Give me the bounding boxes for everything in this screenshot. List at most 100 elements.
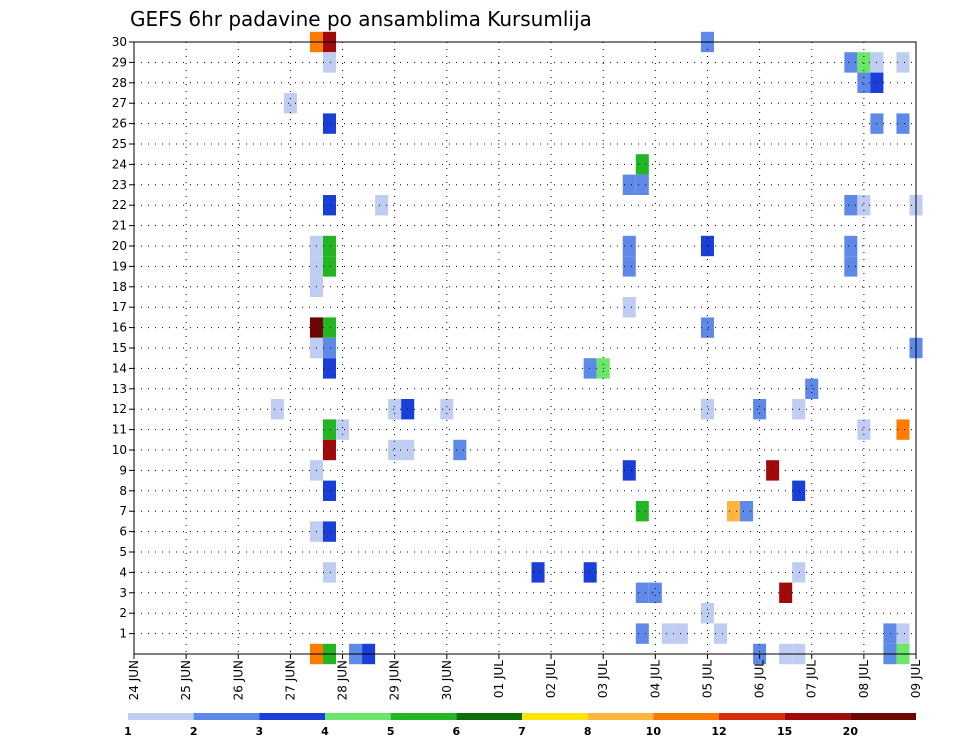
y-tick-label: 3 <box>119 586 127 600</box>
heatmap-cell <box>322 439 337 461</box>
colorbar-swatch <box>193 713 260 720</box>
colorbar-swatch <box>522 713 588 720</box>
y-tick-label: 8 <box>119 484 127 498</box>
y-tick-label: 14 <box>112 361 127 375</box>
y-tick-label: 20 <box>112 239 127 253</box>
y-tick-label: 23 <box>112 178 127 192</box>
heatmap-cell <box>896 623 910 644</box>
y-tick-label: 12 <box>112 402 127 416</box>
y-tick-label: 9 <box>119 463 127 477</box>
y-tick-label: 28 <box>112 76 127 90</box>
heatmap-cell <box>453 439 467 461</box>
x-tick-label: 26 JUN <box>231 660 245 700</box>
colorbar-swatch <box>390 713 457 720</box>
x-tick-label: 03 JUL <box>596 660 610 698</box>
colorbar-label: 15 <box>777 725 792 738</box>
y-tick-label: 19 <box>112 259 127 273</box>
heatmap-cell <box>700 317 714 338</box>
heatmap-cell <box>635 582 649 603</box>
y-tick-label: 1 <box>119 627 127 641</box>
y-tick-label: 11 <box>112 423 127 437</box>
heatmap-cell <box>322 419 337 440</box>
heatmap-cell <box>322 562 337 583</box>
x-tick-label: 02 JUL <box>544 660 558 698</box>
x-tick-label: 05 JUL <box>700 660 714 698</box>
heatmap-cell <box>661 623 675 644</box>
heatmap-cell <box>896 113 910 134</box>
colorbar-label: 12 <box>711 725 726 738</box>
heatmap-cell <box>700 603 714 624</box>
heatmap-cell <box>322 52 337 73</box>
heatmap-cell <box>635 154 649 175</box>
colorbar-swatch <box>587 713 654 720</box>
colorbar-swatch <box>784 713 851 720</box>
x-tick-label: 30 JUN <box>440 660 454 700</box>
heatmap-cell <box>896 419 910 440</box>
heatmap-cell <box>322 337 337 359</box>
y-tick-label: 2 <box>119 606 127 620</box>
x-tick-label: 25 JUN <box>179 660 193 700</box>
y-tick-label: 17 <box>112 300 127 314</box>
heatmap-cell <box>388 439 402 461</box>
y-tick-label: 24 <box>112 157 127 171</box>
colorbar-label: 10 <box>646 725 662 738</box>
heatmap-cell <box>622 460 636 481</box>
heatmap-cell <box>792 480 806 501</box>
y-tick-label: 22 <box>112 198 127 212</box>
heatmap-cell <box>805 378 819 399</box>
y-tick-label: 29 <box>112 55 127 69</box>
y-tick-label: 7 <box>119 504 127 518</box>
chart-title: GEFS 6hr padavine po ansamblima Kursumli… <box>130 7 592 31</box>
colorbar-label: 8 <box>584 725 592 738</box>
heatmap-cell <box>622 174 636 195</box>
colorbar-label: 6 <box>453 725 461 738</box>
heatmap-cell <box>322 195 337 216</box>
heatmap-cell <box>674 623 688 644</box>
heatmap-cell <box>270 399 284 420</box>
x-axis: 24 JUN 25 JUN 26 JUN 27 JUN 28 JUN 29 JUN 30 J… <box>127 654 923 700</box>
y-tick-label: 5 <box>119 545 127 559</box>
heatmap-cell <box>844 195 858 216</box>
heatmap-cell <box>896 52 910 73</box>
y-tick-label: 15 <box>112 341 127 355</box>
heatmap-cell <box>635 623 649 644</box>
colorbar-label: 1 <box>124 725 132 738</box>
colorbar-swatch <box>653 713 719 720</box>
heatmap-cell <box>883 623 897 644</box>
heatmap-cell <box>283 93 297 114</box>
heatmap-cell <box>857 419 871 440</box>
heatmap-cell <box>322 256 337 277</box>
x-tick-label: 01 JUL <box>492 660 506 698</box>
y-tick-label: 6 <box>119 525 127 539</box>
heatmap-cell <box>322 113 337 134</box>
colorbar-label: 4 <box>321 725 329 738</box>
y-tick-label: 27 <box>112 96 127 110</box>
colorbar-label: 2 <box>190 725 198 738</box>
y-tick-label: 18 <box>112 280 127 294</box>
heatmap-cell <box>322 480 337 501</box>
heatmap-cell <box>792 399 806 420</box>
y-tick-label: 4 <box>119 565 127 579</box>
y-axis: 1234567891011121314151617181920212223242… <box>112 35 134 641</box>
y-tick-label: 13 <box>112 382 127 396</box>
y-tick-label: 25 <box>112 137 127 151</box>
colorbar-swatch <box>456 713 522 720</box>
heatmap-cell <box>322 521 337 542</box>
colorbar-label: 3 <box>256 725 264 738</box>
colorbar-legend: 1 2 3 4 5 6 7 8 10 12 15 20 <box>124 713 916 738</box>
heatmap-cell <box>700 399 714 420</box>
heatmap-cell <box>388 399 402 420</box>
heatmap-cell <box>622 297 636 318</box>
x-tick-label: 08 JUL <box>857 660 871 698</box>
x-tick-label: 09 JUL <box>909 660 923 698</box>
x-tick-label: 07 JUL <box>805 660 819 698</box>
colorbar-label: 20 <box>843 725 859 738</box>
colorbar-swatch <box>128 713 194 720</box>
x-tick-label: 28 JUN <box>336 660 350 700</box>
y-tick-label: 26 <box>112 117 127 131</box>
heatmap-cell <box>792 562 806 583</box>
heatmap-cell <box>440 399 454 420</box>
colorbar-swatch <box>850 713 916 720</box>
heatmap-cell <box>622 256 636 277</box>
